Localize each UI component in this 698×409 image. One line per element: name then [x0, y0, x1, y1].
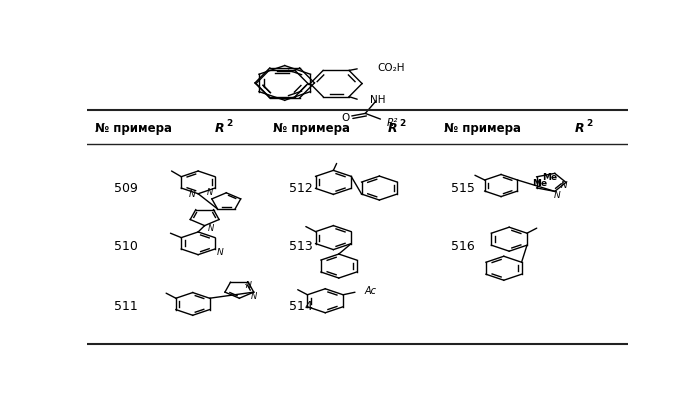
Text: 2: 2 [399, 118, 406, 127]
Text: 2: 2 [586, 118, 593, 127]
Text: N: N [207, 188, 213, 197]
Text: O: O [341, 113, 350, 123]
Text: ·N: ·N [559, 180, 569, 189]
Text: 512: 512 [289, 181, 313, 194]
Text: № примера: № примера [273, 122, 350, 135]
Text: N: N [188, 190, 195, 199]
Text: N: N [208, 223, 214, 232]
Text: Ac: Ac [365, 285, 377, 296]
Text: Me: Me [542, 172, 557, 181]
Text: R²: R² [387, 117, 399, 127]
Text: 509: 509 [114, 181, 138, 194]
Text: 2: 2 [226, 118, 232, 127]
Text: R: R [388, 122, 398, 135]
Text: NH: NH [370, 94, 386, 104]
Text: R: R [215, 122, 225, 135]
Text: Me: Me [532, 179, 547, 188]
Text: CO₂H: CO₂H [378, 63, 406, 73]
Text: N: N [554, 191, 560, 200]
Text: № примера: № примера [95, 122, 172, 135]
Text: ·N: ·N [243, 280, 251, 289]
Text: 516: 516 [452, 239, 475, 252]
Text: N: N [251, 291, 258, 300]
Text: № примера: № примера [444, 122, 521, 135]
Text: 510: 510 [114, 239, 138, 252]
Text: 513: 513 [289, 239, 313, 252]
Text: 515: 515 [452, 181, 475, 194]
Text: 514: 514 [289, 299, 313, 312]
Text: 511: 511 [114, 299, 138, 312]
Text: R: R [574, 122, 584, 135]
Text: N: N [217, 247, 224, 256]
